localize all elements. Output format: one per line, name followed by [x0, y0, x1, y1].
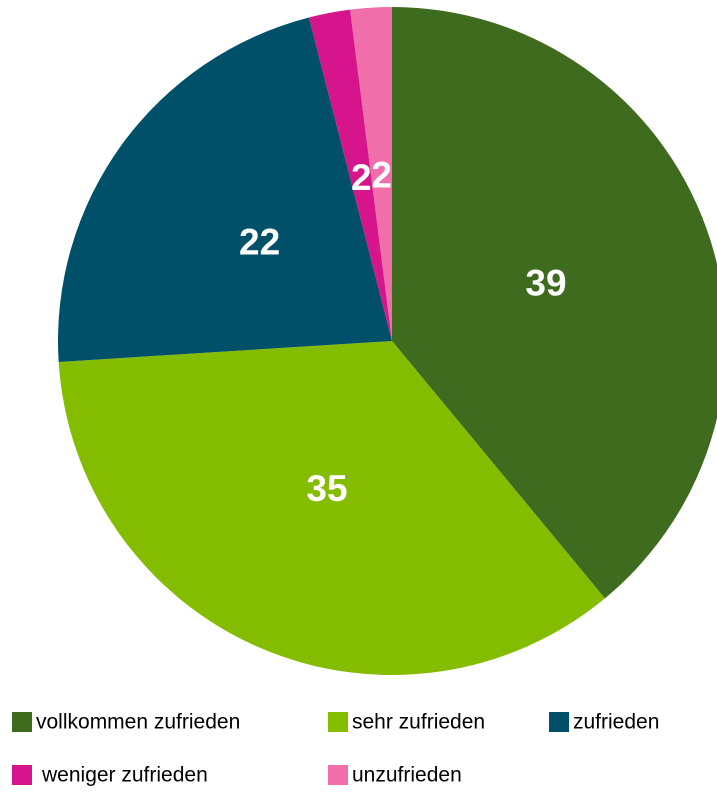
pie-slice	[57, 17, 392, 362]
pie-slice	[350, 7, 392, 341]
legend-swatch	[328, 712, 348, 732]
data-label: 2	[351, 157, 372, 198]
pie-slice	[392, 7, 717, 599]
pie-slice	[308, 9, 392, 341]
pie-slice	[58, 341, 605, 676]
legend-swatch	[12, 765, 32, 785]
data-label: 2	[371, 154, 392, 195]
legend-label: weniger zufrieden	[41, 764, 208, 787]
legend-swatch	[328, 765, 348, 785]
data-label: 22	[239, 222, 280, 263]
legend-label: vollkommen zufrieden	[36, 711, 240, 734]
legend-swatch	[549, 712, 569, 732]
legend-swatch	[12, 712, 32, 732]
legend-label: sehr zufrieden	[352, 711, 485, 734]
legend-label: unzufrieden	[352, 764, 462, 787]
legend-label: zufrieden	[573, 711, 659, 734]
data-label: 39	[525, 262, 566, 303]
data-label: 35	[306, 468, 347, 509]
